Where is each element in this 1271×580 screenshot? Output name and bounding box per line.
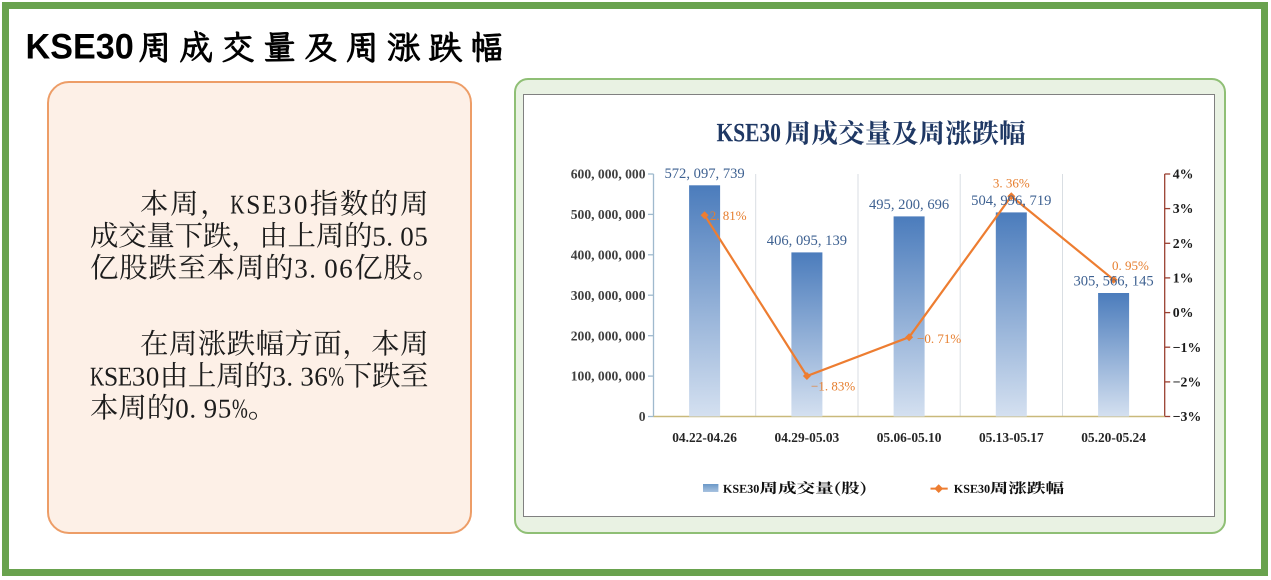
svg-text:05.06-05.10: 05.06-05.10 [877,430,942,445]
svg-text:406, 095, 139: 406, 095, 139 [767,233,847,249]
svg-text:−0. 71%: −0. 71% [917,331,961,346]
svg-text:05.20-05.24: 05.20-05.24 [1081,430,1146,445]
svg-text:305, 566, 145: 305, 566, 145 [1073,274,1153,290]
svg-text:05.13-05.17: 05.13-05.17 [979,430,1044,445]
svg-text:04.29-05.03: 04.29-05.03 [775,430,840,445]
svg-text:2%: 2% [1173,236,1194,251]
svg-text:0%: 0% [1173,305,1194,320]
svg-text:4%: 4% [1173,167,1194,182]
svg-text:100, 000, 000: 100, 000, 000 [571,369,646,384]
svg-text:1%: 1% [1173,271,1194,286]
svg-text:04.22-04.26: 04.22-04.26 [672,430,737,445]
svg-text:0: 0 [639,409,646,424]
svg-text:−1%: −1% [1173,340,1202,355]
svg-text:3. 36%: 3. 36% [993,176,1030,191]
svg-text:−2%: −2% [1173,375,1202,390]
svg-text:−1. 83%: −1. 83% [811,378,855,393]
svg-text:2. 81%: 2. 81% [710,208,747,223]
svg-text:600, 000, 000: 600, 000, 000 [571,167,646,182]
svg-text:500, 000, 000: 500, 000, 000 [571,207,646,222]
svg-text:495, 200, 696: 495, 200, 696 [869,197,949,213]
svg-text:400, 000, 000: 400, 000, 000 [571,247,646,262]
svg-text:300, 000, 000: 300, 000, 000 [571,288,646,303]
svg-text:3%: 3% [1173,201,1194,216]
svg-text:572, 097, 739: 572, 097, 739 [664,166,744,182]
svg-text:200, 000, 000: 200, 000, 000 [571,328,646,343]
svg-text:0. 95%: 0. 95% [1112,258,1149,273]
svg-text:−3%: −3% [1173,409,1202,424]
svg-text:504, 996, 719: 504, 996, 719 [971,193,1051,209]
